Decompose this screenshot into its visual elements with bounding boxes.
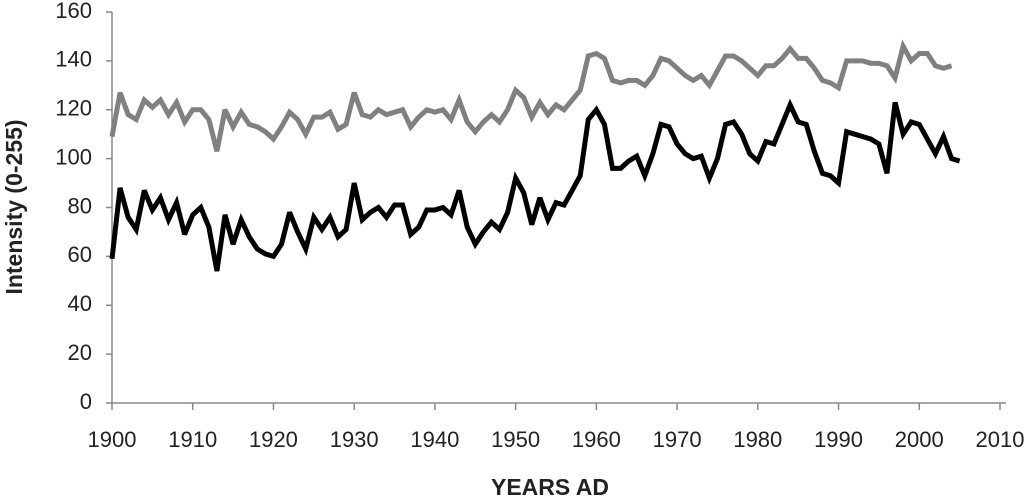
y-tick-label: 160 xyxy=(55,0,92,23)
y-tick-label: 0 xyxy=(80,389,92,414)
y-tick-label: 20 xyxy=(68,340,92,365)
x-tick-label: 1900 xyxy=(88,427,137,452)
y-tick-label: 100 xyxy=(55,144,92,169)
y-tick-label: 120 xyxy=(55,96,92,121)
x-tick-label: 1980 xyxy=(733,427,782,452)
x-tick-label: 1960 xyxy=(572,427,621,452)
y-tick-label: 40 xyxy=(68,291,92,316)
y-tick-label: 80 xyxy=(68,193,92,218)
x-tick-label: 2000 xyxy=(895,427,944,452)
x-tick-label: 1950 xyxy=(491,427,540,452)
line-series xyxy=(109,39,953,152)
x-tick-label: 1920 xyxy=(249,427,298,452)
x-tick-label: 1970 xyxy=(653,427,702,452)
x-tick-label: 1930 xyxy=(330,427,379,452)
x-tick-label: 1940 xyxy=(410,427,459,452)
y-axis-title: Intensity (0-255) xyxy=(1,119,27,294)
y-tick-label: 60 xyxy=(68,242,92,267)
y-tick-label: 140 xyxy=(55,47,92,72)
x-tick-label: 1910 xyxy=(168,427,217,452)
x-tick-label: 1990 xyxy=(814,427,863,452)
x-axis-title: YEARS AD xyxy=(491,474,609,500)
line-series xyxy=(109,98,961,272)
x-tick-label: 2010 xyxy=(976,427,1025,452)
